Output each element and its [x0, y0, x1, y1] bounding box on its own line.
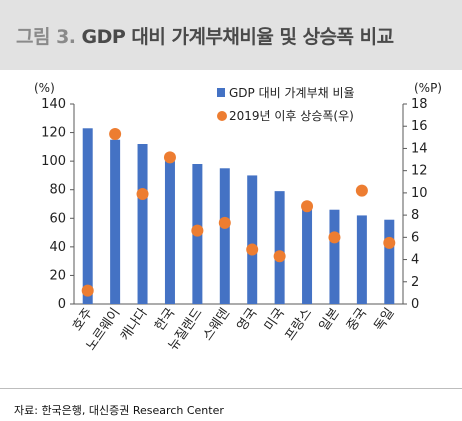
dot-series [81, 128, 396, 297]
bar-9 [329, 209, 340, 304]
dot-4 [191, 224, 204, 237]
dot-10 [355, 184, 368, 197]
title-bar: 그림 3. GDP 대비 가계부채비율 및 상승폭 비교 [0, 0, 462, 70]
dot-3 [163, 151, 176, 164]
left-axis-tick-label: 60 [49, 211, 66, 226]
right-axis-tick-label: 8 [411, 208, 419, 223]
right-axis-tick-label: 10 [411, 186, 428, 201]
x-tick-label-0: 호주 [70, 306, 96, 334]
dot-11 [383, 236, 396, 249]
bar-10 [356, 215, 367, 304]
right-axis-tick-label: 16 [411, 119, 428, 134]
legend: GDP 대비 가계부채 비율 2019년 이후 상승폭(우) [217, 86, 355, 123]
chart: 0 20 40 60 80 100 120 140 (%) 0 2 4 6 8 10 12 14 16 18 (%P… [34, 81, 442, 354]
x-tick-label-9: 일본 [317, 306, 343, 334]
left-axis-tick-label: 140 [41, 97, 66, 112]
right-axis: 0 2 4 6 8 10 12 14 16 18 (%P) [402, 81, 442, 312]
left-axis-tick-label: 120 [41, 126, 66, 141]
right-axis-tick-label: 12 [411, 164, 428, 179]
bar-11 [384, 219, 395, 304]
bar-0 [82, 128, 93, 304]
left-axis-tick-label: 40 [49, 240, 66, 255]
right-axis-tick-label: 6 [411, 230, 419, 245]
right-axis-tick-label: 2 [411, 275, 419, 290]
left-axis: 0 20 40 60 80 100 120 140 (%) [34, 81, 403, 312]
figure-label: 그림 3. [16, 26, 76, 48]
x-tick-label-6: 영국 [234, 306, 260, 334]
left-axis-unit: (%) [34, 81, 55, 95]
left-axis-tick-label: 0 [58, 297, 66, 312]
bar-2 [137, 144, 148, 304]
dot-6 [246, 243, 259, 256]
right-axis-unit: (%P) [414, 81, 442, 95]
x-tick-label-2: 캐나다 [118, 306, 151, 344]
x-tick-label-5: 스웨덴 [200, 306, 233, 344]
x-tick-label-11: 독일 [372, 306, 398, 334]
legend-dot-label: 2019년 이후 상승폭(우) [229, 109, 354, 123]
page-title: 그림 3. GDP 대비 가계부채비율 및 상승폭 비교 [16, 22, 394, 49]
legend-bar-label: GDP 대비 가계부채 비율 [229, 86, 355, 100]
dot-2 [136, 188, 149, 200]
dot-9 [328, 231, 341, 244]
bar-series [82, 128, 395, 304]
chart-title: GDP 대비 가계부채비율 및 상승폭 비교 [81, 26, 395, 48]
left-axis-tick-label: 100 [41, 154, 66, 169]
bar-1 [110, 139, 121, 304]
x-tick-label-8: 프랑스 [282, 306, 315, 344]
source-note: 자료: 한국은행, 대신증권 Research Center [14, 404, 224, 417]
right-axis-tick-label: 0 [411, 297, 419, 312]
bar-5 [219, 168, 230, 304]
right-axis-tick-label: 14 [411, 141, 428, 156]
dot-1 [109, 128, 122, 140]
dot-5 [218, 216, 231, 229]
x-tick-label-3: 한국 [152, 306, 178, 334]
dot-0 [81, 284, 94, 297]
dot-8 [301, 200, 314, 213]
bar-6 [247, 175, 258, 304]
dot-7 [273, 250, 286, 263]
left-axis-tick-label: 20 [49, 268, 66, 283]
legend-dot-swatch [217, 111, 227, 121]
bar-3 [164, 161, 175, 304]
right-axis-tick-label: 4 [411, 253, 419, 268]
bar-8 [302, 206, 313, 304]
bar-7 [274, 191, 285, 304]
source-divider [0, 388, 462, 389]
left-axis-tick-label: 80 [49, 183, 66, 198]
x-tick-label-10: 중국 [344, 306, 370, 334]
legend-bar-swatch [217, 88, 225, 97]
x-tick-label-7: 미국 [262, 306, 288, 334]
right-axis-tick-label: 18 [411, 97, 428, 112]
